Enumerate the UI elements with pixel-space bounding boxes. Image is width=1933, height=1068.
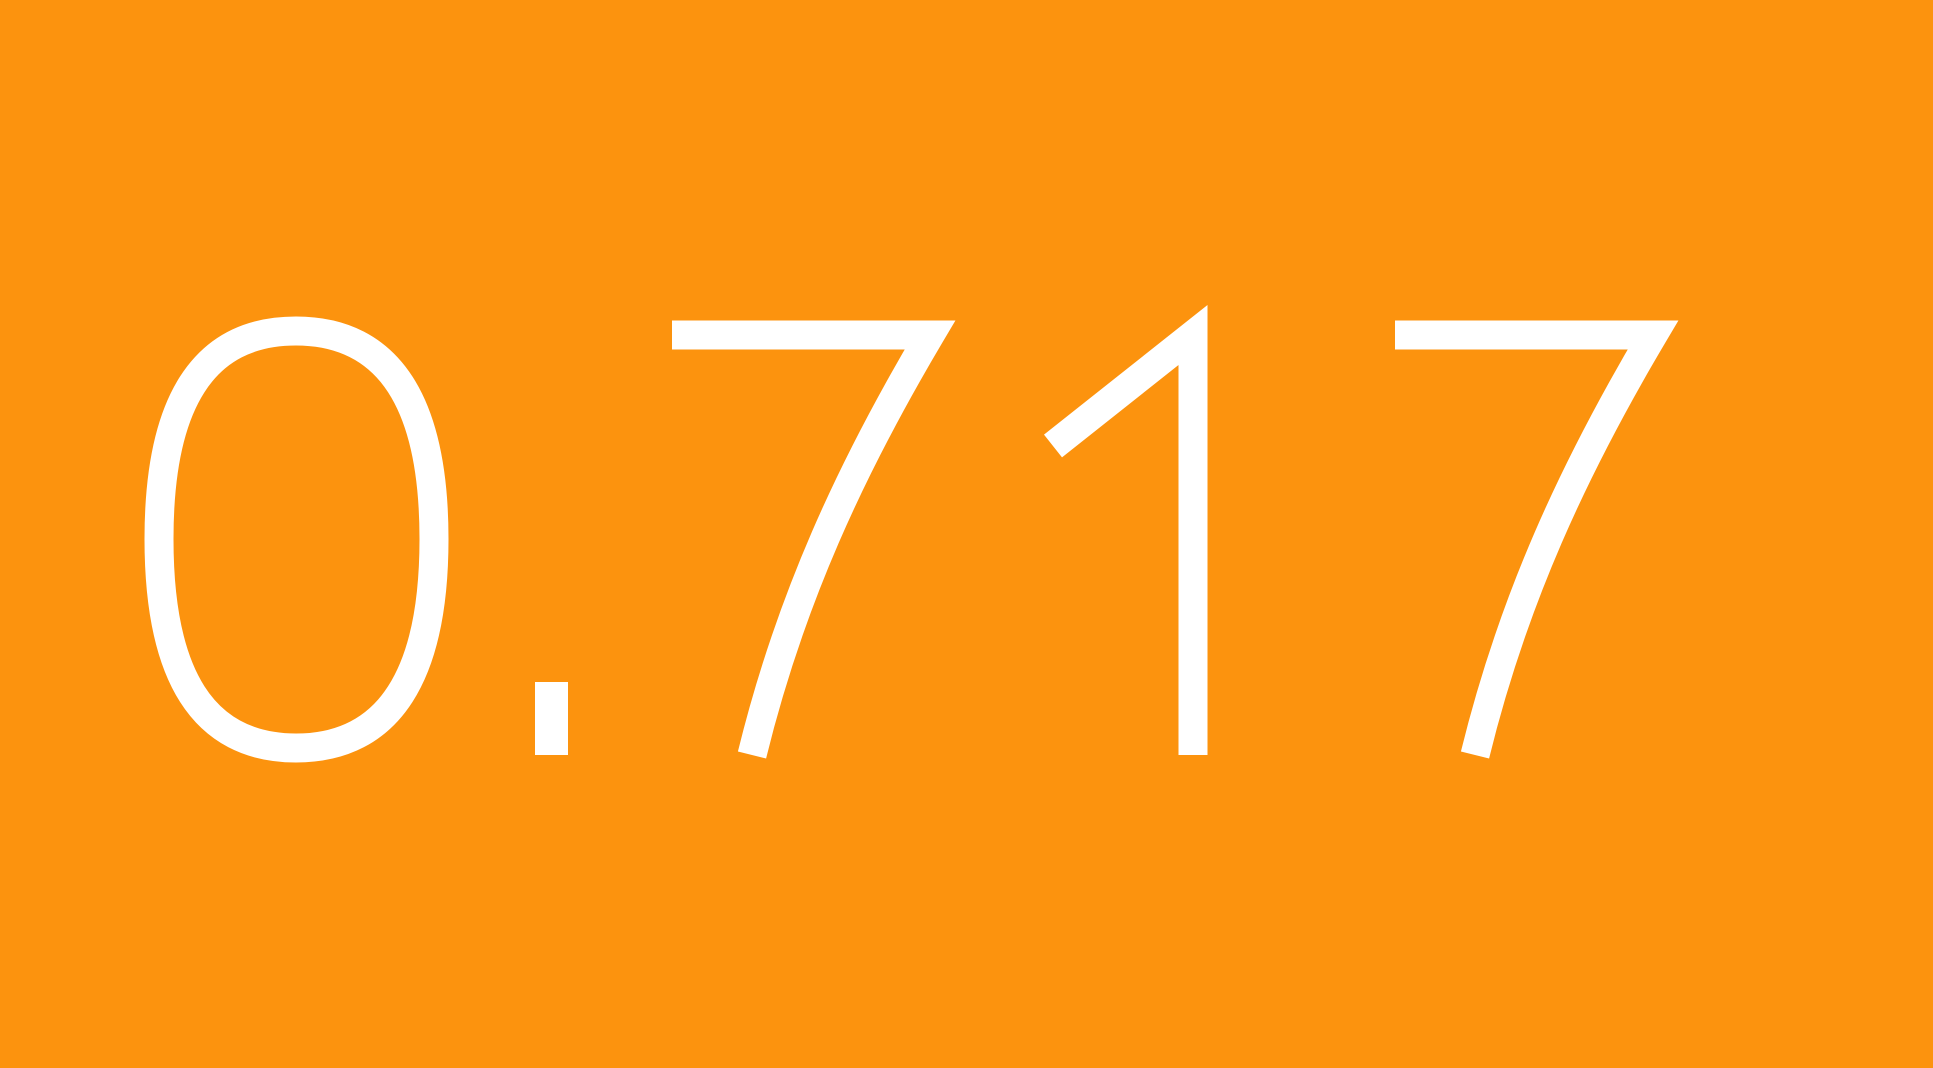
decimal-point: [535, 682, 568, 755]
digit-0: [144, 316, 449, 763]
digit-7-second: [1395, 320, 1679, 759]
digit-1: [1043, 304, 1208, 755]
digit-7-first: [672, 320, 956, 759]
